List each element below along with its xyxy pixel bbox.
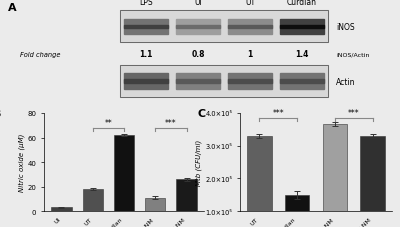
- Text: A: A: [8, 3, 17, 13]
- Text: iNOS: iNOS: [336, 23, 355, 32]
- Text: B: B: [0, 109, 1, 118]
- Bar: [124, 20, 168, 34]
- Text: **: **: [104, 118, 112, 128]
- Bar: [280, 74, 324, 90]
- Bar: [285, 195, 309, 227]
- Bar: [51, 207, 72, 211]
- Bar: [176, 20, 220, 34]
- Bar: [280, 80, 324, 83]
- Bar: [124, 80, 168, 83]
- Text: Actin: Actin: [336, 77, 356, 86]
- Bar: [124, 25, 168, 29]
- Y-axis label: Nitric oxide (μM): Nitric oxide (μM): [18, 133, 24, 191]
- Bar: [176, 179, 197, 211]
- Bar: [228, 25, 272, 29]
- Bar: [280, 25, 324, 29]
- Text: UI: UI: [194, 0, 202, 7]
- Text: 1.1: 1.1: [139, 50, 153, 59]
- Y-axis label: Mtb (CFU/ml): Mtb (CFU/ml): [196, 139, 202, 185]
- Bar: [247, 136, 272, 227]
- Bar: [176, 74, 220, 90]
- Bar: [120, 66, 328, 98]
- Bar: [124, 74, 168, 90]
- Text: 0.8: 0.8: [191, 50, 205, 59]
- Bar: [228, 74, 272, 90]
- Text: Fold change: Fold change: [20, 52, 60, 57]
- Text: ***: ***: [165, 118, 177, 128]
- Bar: [82, 189, 103, 211]
- Text: C: C: [198, 109, 206, 118]
- Bar: [323, 125, 347, 227]
- Text: 1: 1: [247, 50, 253, 59]
- Bar: [120, 11, 328, 43]
- Bar: [114, 136, 134, 211]
- Bar: [228, 20, 272, 34]
- Text: ***: ***: [272, 109, 284, 118]
- Bar: [360, 136, 385, 227]
- Bar: [145, 198, 166, 211]
- Text: LPS: LPS: [139, 0, 153, 7]
- Text: ***: ***: [348, 109, 360, 118]
- Text: UT: UT: [245, 0, 255, 7]
- Bar: [120, 11, 328, 43]
- Bar: [176, 80, 220, 83]
- Bar: [228, 80, 272, 83]
- Text: 1.4: 1.4: [295, 50, 309, 59]
- Text: Curdlan: Curdlan: [287, 0, 317, 7]
- Bar: [120, 66, 328, 98]
- Bar: [280, 20, 324, 34]
- Text: iNOS/Actin: iNOS/Actin: [336, 52, 369, 57]
- Bar: [176, 25, 220, 29]
